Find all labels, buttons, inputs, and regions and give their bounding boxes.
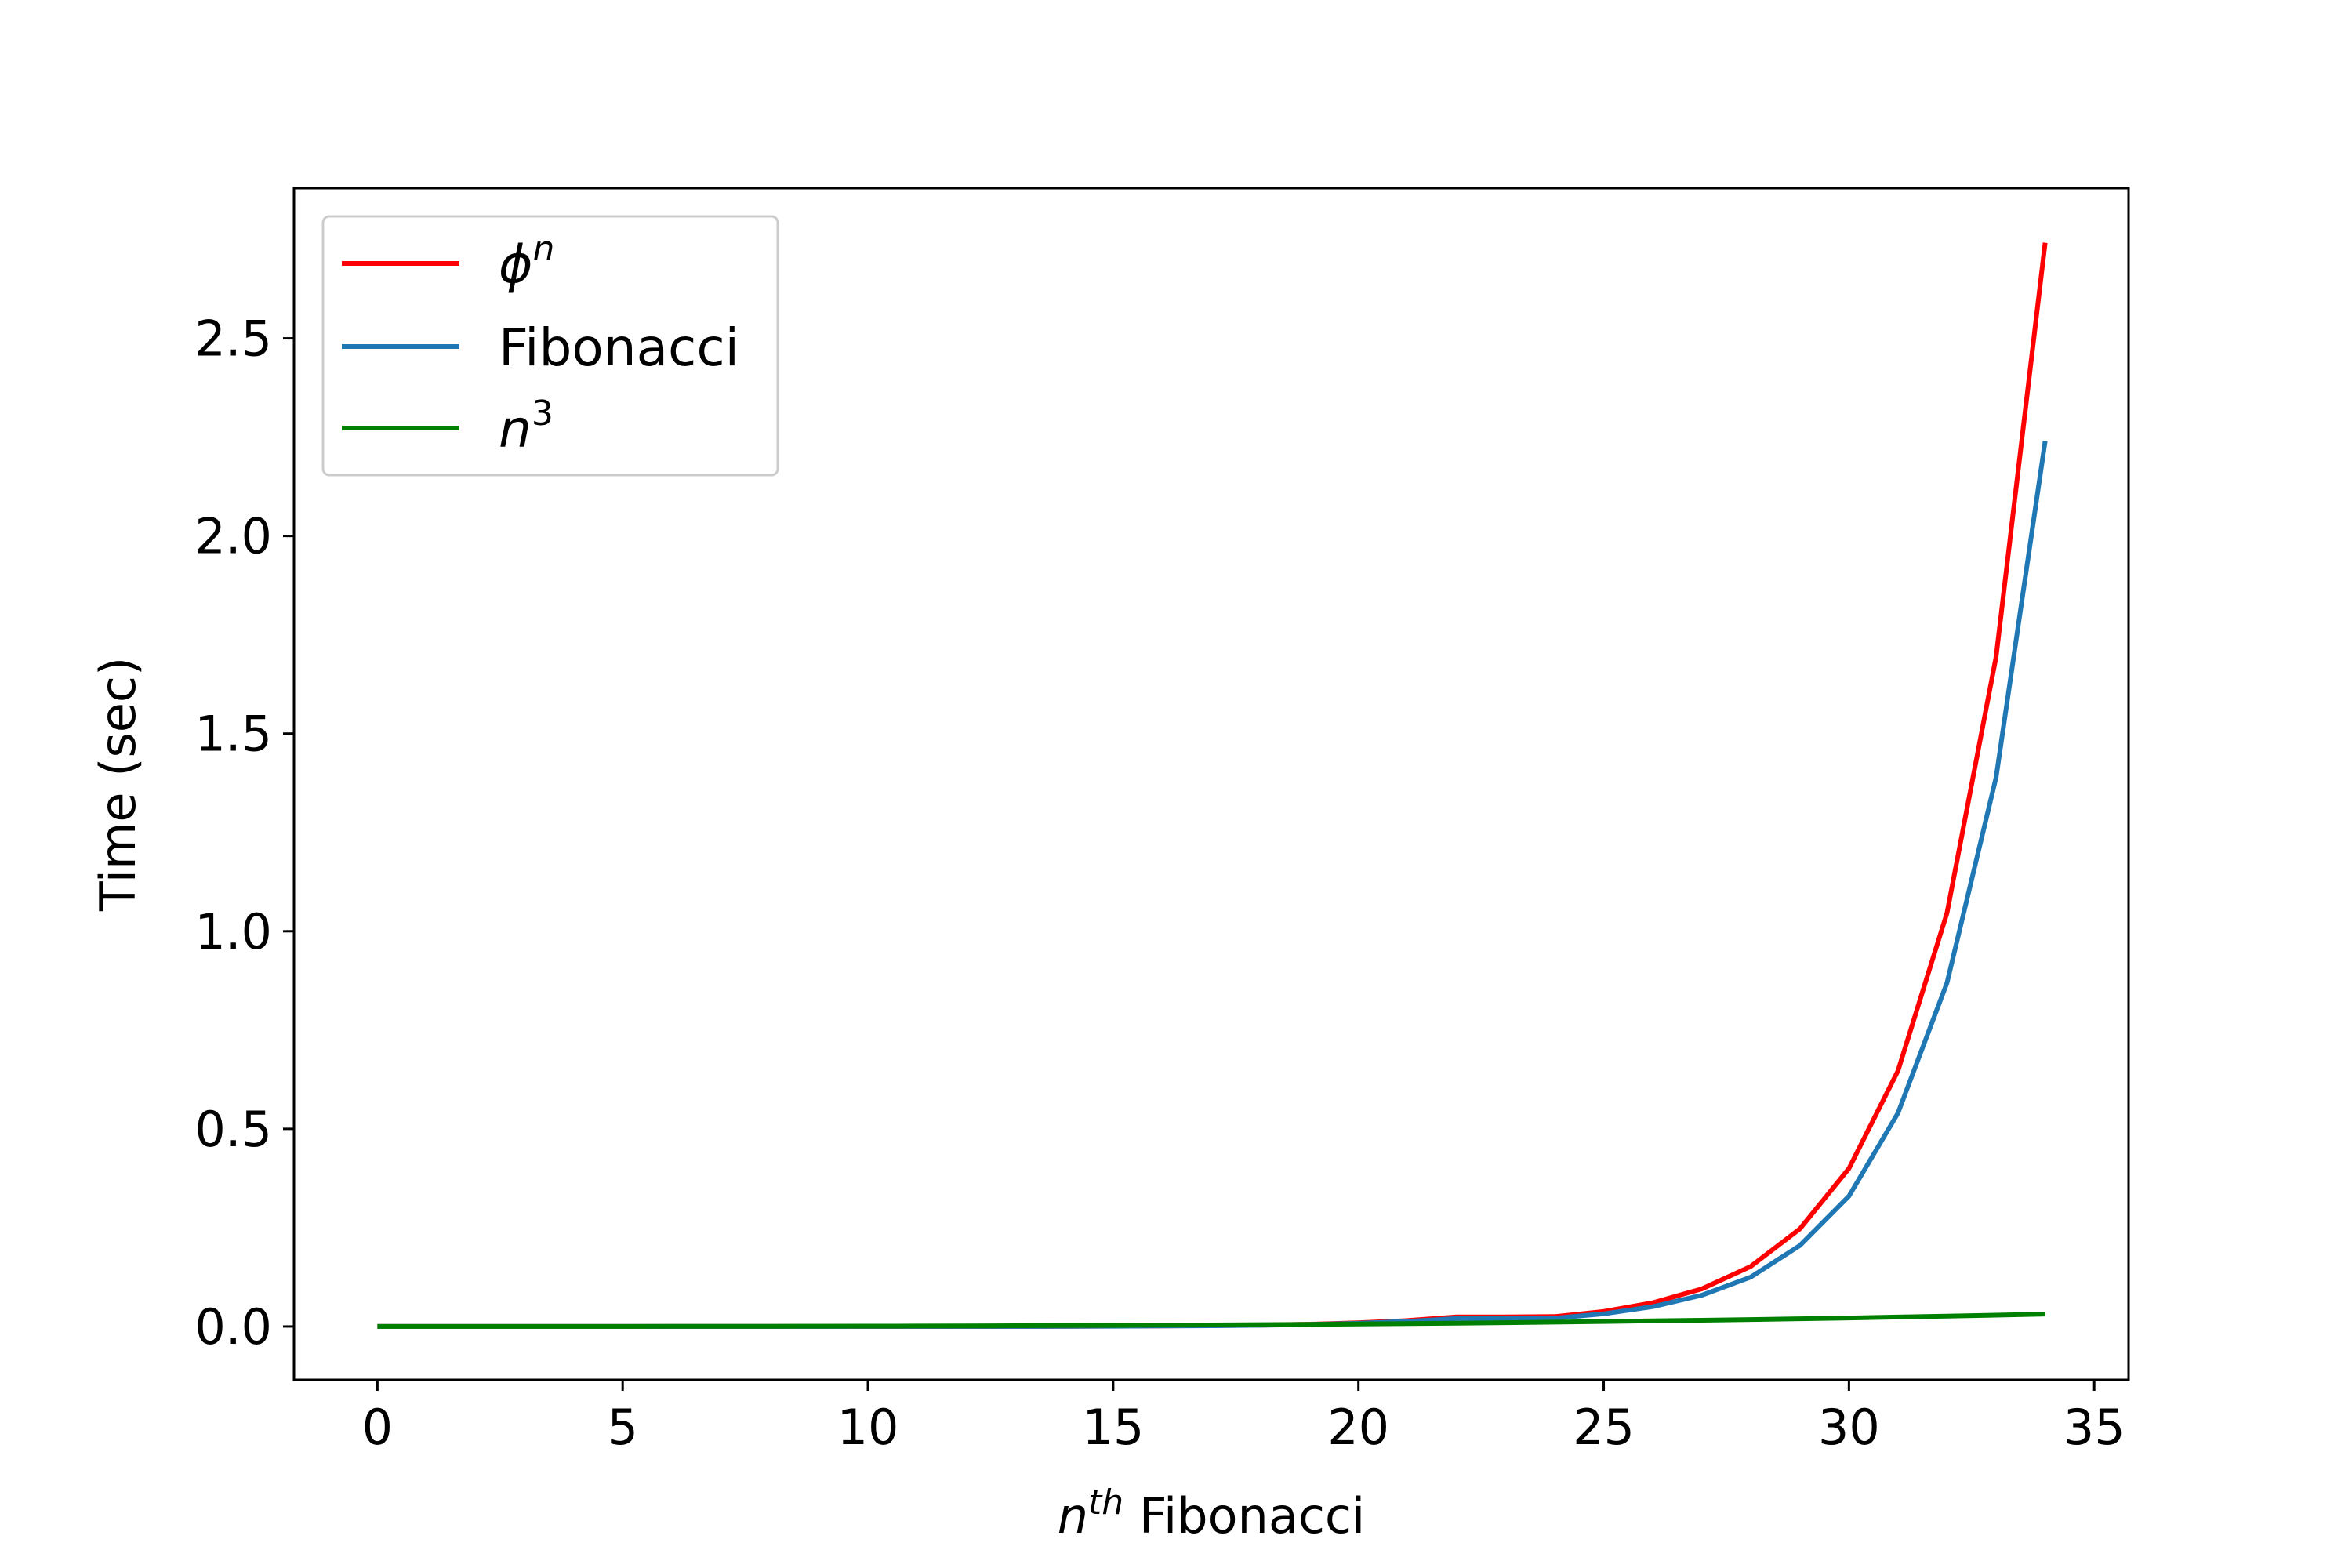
- x-axis-title-text: Fibonacci: [1123, 1487, 1365, 1544]
- x-axis-title: nth Fibonacci: [1058, 1483, 1366, 1544]
- legend-label-n-cubed: n3: [499, 394, 554, 459]
- y-tick-label: 0.0: [194, 1298, 272, 1356]
- y-tick-label: 1.5: [194, 706, 272, 763]
- y-axis-ticks: 0.0 0.5 1.0 1.5 2.0 2.5: [194, 310, 294, 1356]
- legend-label-fibonacci: Fibonacci: [499, 318, 739, 378]
- y-tick-label: 0.5: [194, 1101, 272, 1158]
- x-tick-label: 0: [362, 1399, 393, 1456]
- x-axis-title-base: n: [1058, 1487, 1088, 1544]
- x-axis-title-sup: th: [1088, 1483, 1123, 1523]
- legend-label-n-cubed-base: n: [499, 399, 532, 459]
- y-tick-label: 1.0: [194, 903, 272, 960]
- x-tick-label: 15: [1082, 1399, 1144, 1456]
- y-tick-label: 2.5: [194, 310, 272, 368]
- x-tick-label: 20: [1327, 1399, 1389, 1456]
- x-tick-label: 5: [607, 1399, 637, 1456]
- x-tick-label: 30: [1818, 1399, 1880, 1456]
- x-tick-label: 10: [837, 1399, 899, 1456]
- legend-box: [321, 215, 779, 477]
- plot-frame: [292, 187, 2130, 1381]
- legend-label-n-cubed-sup: 3: [532, 394, 554, 434]
- x-tick-label: 25: [1573, 1399, 1635, 1456]
- legend-label-phi-n: ϕn: [499, 229, 554, 295]
- legend: ϕn Fibonacci n3: [321, 215, 779, 477]
- series-layer: [377, 242, 2048, 1329]
- x-tick-label: 35: [2063, 1399, 2125, 1456]
- legend-label-phi-n-base: ϕ: [499, 234, 533, 295]
- x-axis-ticks: 0 5 10 15 20 25 30 35: [362, 1380, 2125, 1456]
- legend-label-phi-n-sup: n: [533, 229, 555, 269]
- y-axis-title: Time (sec): [89, 657, 147, 912]
- y-tick-label: 2.0: [194, 508, 272, 565]
- series-line-2: [377, 1312, 2045, 1329]
